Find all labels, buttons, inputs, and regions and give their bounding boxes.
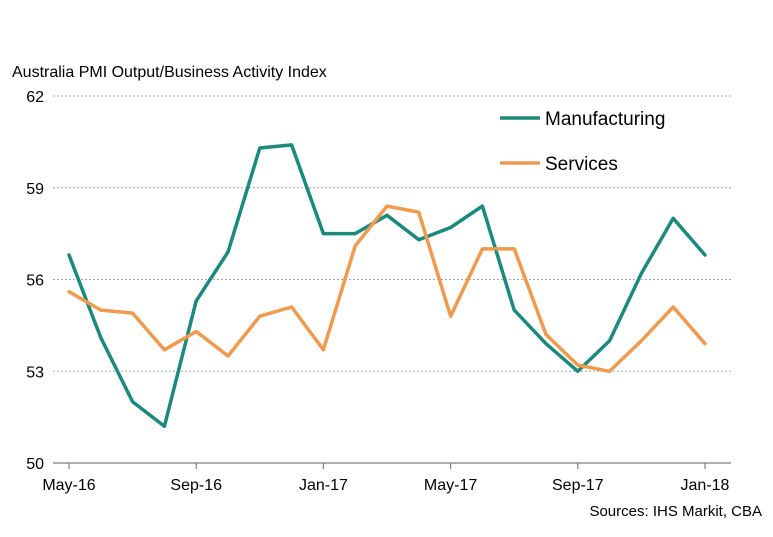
y-tick-label: 62 (26, 89, 44, 106)
y-tick-label: 59 (26, 181, 44, 198)
y-tick-label: 50 (26, 456, 44, 473)
chart-title: Australia PMI Output/Business Activity I… (12, 64, 327, 81)
gridlines (53, 95, 731, 372)
y-tick-label: 53 (26, 364, 44, 381)
source-note: Sources: IHS Markit, CBA (589, 503, 762, 520)
x-tick-label: Sep-17 (552, 477, 604, 494)
x-axis-ticks: May-16 Sep-16 Jan-17 May-17 Sep-17 Jan-18 (42, 463, 730, 494)
y-tick-label: 56 (26, 273, 44, 290)
x-tick-label: May-17 (424, 477, 477, 494)
x-tick-label: Jan-18 (681, 477, 730, 494)
manufacturing-line (67, 143, 707, 429)
x-tick-label: Sep-16 (170, 477, 222, 494)
y-axis-ticks: 50 53 56 59 62 (26, 89, 44, 473)
x-tick-label: May-16 (42, 477, 95, 494)
legend-label-manufacturing: Manufacturing (545, 109, 665, 130)
legend-label-services: Services (545, 154, 618, 175)
series-lines (67, 143, 707, 429)
x-tick-label: Jan-17 (299, 477, 348, 494)
legend: Manufacturing Services (500, 109, 665, 175)
services-line (67, 204, 707, 374)
